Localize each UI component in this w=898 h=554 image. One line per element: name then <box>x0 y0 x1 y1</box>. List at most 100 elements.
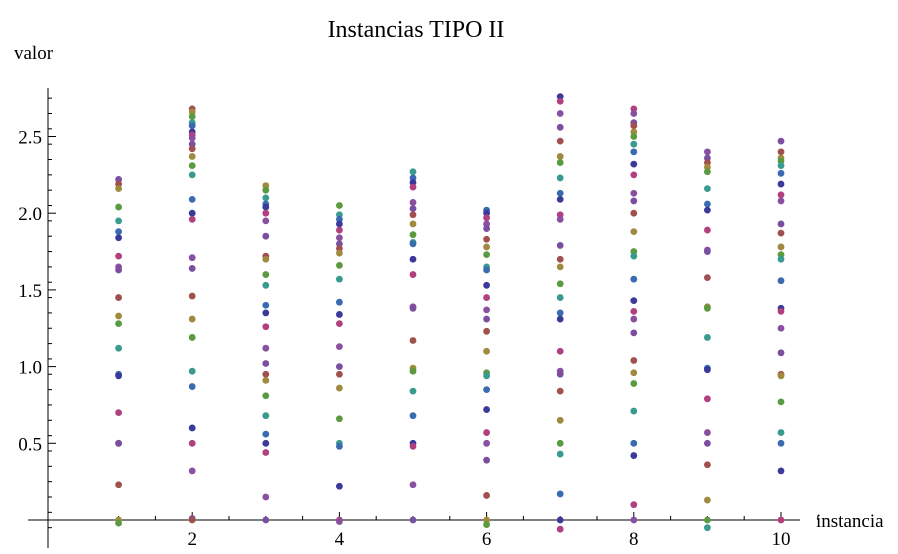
data-point <box>409 387 417 395</box>
data-point <box>630 329 638 337</box>
data-point <box>115 320 122 328</box>
data-point <box>262 360 270 367</box>
data-point <box>556 263 564 271</box>
data-point <box>336 202 343 209</box>
data-point <box>556 242 564 249</box>
data-point <box>630 189 638 197</box>
data-point <box>188 122 196 130</box>
data-point <box>704 248 711 255</box>
data-point <box>409 255 417 263</box>
data-point <box>630 197 638 205</box>
x-tick-label: 6 <box>482 529 492 550</box>
data-point <box>409 304 417 312</box>
data-point <box>115 266 122 274</box>
data-point <box>630 160 638 168</box>
data-point <box>777 169 785 177</box>
data-point <box>188 424 196 432</box>
data-point <box>556 347 564 355</box>
data-point <box>556 387 564 395</box>
data-point <box>188 134 196 142</box>
data-point <box>630 501 638 509</box>
y-tick-label: 1.0 <box>18 358 42 379</box>
data-point <box>630 369 638 377</box>
data-point <box>483 439 490 447</box>
data-point <box>409 337 417 344</box>
data-point <box>556 215 564 223</box>
data-point <box>777 148 785 156</box>
data-point <box>336 220 343 228</box>
data-point <box>704 334 711 341</box>
data-point <box>777 467 785 475</box>
data-point <box>262 232 270 240</box>
data-point <box>336 518 343 525</box>
data-point <box>336 384 343 392</box>
x-tick-label: 4 <box>335 529 345 550</box>
data-point <box>483 327 490 335</box>
data-point <box>483 347 490 355</box>
data-point <box>556 315 564 323</box>
x-tick-label: 10 <box>772 529 791 550</box>
data-point <box>704 206 711 214</box>
data-point <box>409 516 417 524</box>
data-point <box>630 209 638 217</box>
data-point <box>483 225 490 232</box>
data-point <box>409 183 417 191</box>
data-point <box>188 439 196 447</box>
data-point <box>777 229 785 237</box>
data-point <box>336 234 343 242</box>
data-point <box>630 407 638 415</box>
data-point <box>262 271 270 278</box>
data-point <box>115 203 122 211</box>
data-point <box>704 524 711 532</box>
data-point <box>704 439 711 447</box>
data-point <box>262 412 270 420</box>
data-point <box>188 367 196 375</box>
data-point <box>336 415 343 423</box>
data-point <box>336 226 343 234</box>
data-point <box>777 429 785 436</box>
data-point <box>630 148 638 156</box>
data-point <box>630 297 638 305</box>
data-point <box>188 292 196 300</box>
data-point <box>556 280 564 288</box>
data-point <box>704 429 711 436</box>
data-point <box>115 228 122 236</box>
data-point <box>556 153 564 160</box>
data-point <box>409 442 417 450</box>
data-point <box>336 261 343 269</box>
data-point <box>188 171 196 179</box>
data-point <box>409 240 417 248</box>
data-point <box>777 243 785 251</box>
data-point <box>483 214 490 222</box>
data-point <box>777 277 785 285</box>
x-tick-label: 8 <box>629 529 639 550</box>
data-point <box>483 294 490 301</box>
data-point <box>262 430 270 438</box>
data-point <box>115 439 122 447</box>
data-point <box>409 205 417 212</box>
data-point <box>409 231 417 239</box>
data-point <box>115 519 122 527</box>
data-point <box>556 110 564 117</box>
data-point <box>556 490 564 498</box>
data-point <box>262 209 270 217</box>
data-point <box>777 439 785 447</box>
data-point <box>409 271 417 278</box>
data-point <box>188 145 196 153</box>
data-point <box>409 367 417 375</box>
data-point <box>188 265 196 272</box>
x-tick-label: 2 <box>187 529 197 550</box>
data-point <box>630 110 638 117</box>
data-point <box>777 255 785 263</box>
data-point <box>630 140 638 148</box>
data-point <box>336 275 343 283</box>
data-point <box>704 304 711 312</box>
data-point <box>115 409 122 417</box>
data-point <box>115 217 122 225</box>
data-point <box>556 370 564 378</box>
data-point <box>262 439 270 447</box>
data-point <box>115 344 122 352</box>
data-point <box>336 482 343 490</box>
data-point <box>188 153 196 160</box>
data-point <box>483 492 490 499</box>
